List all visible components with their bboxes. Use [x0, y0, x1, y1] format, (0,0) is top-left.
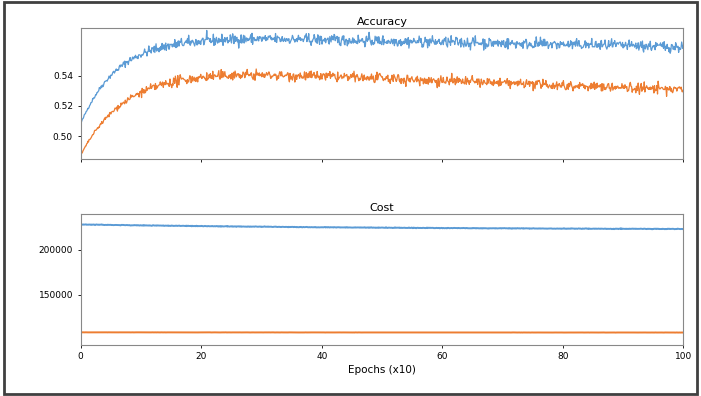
- Title: Accuracy: Accuracy: [357, 17, 407, 27]
- X-axis label: Epochs (x10): Epochs (x10): [348, 366, 416, 375]
- Title: Cost: Cost: [369, 203, 395, 213]
